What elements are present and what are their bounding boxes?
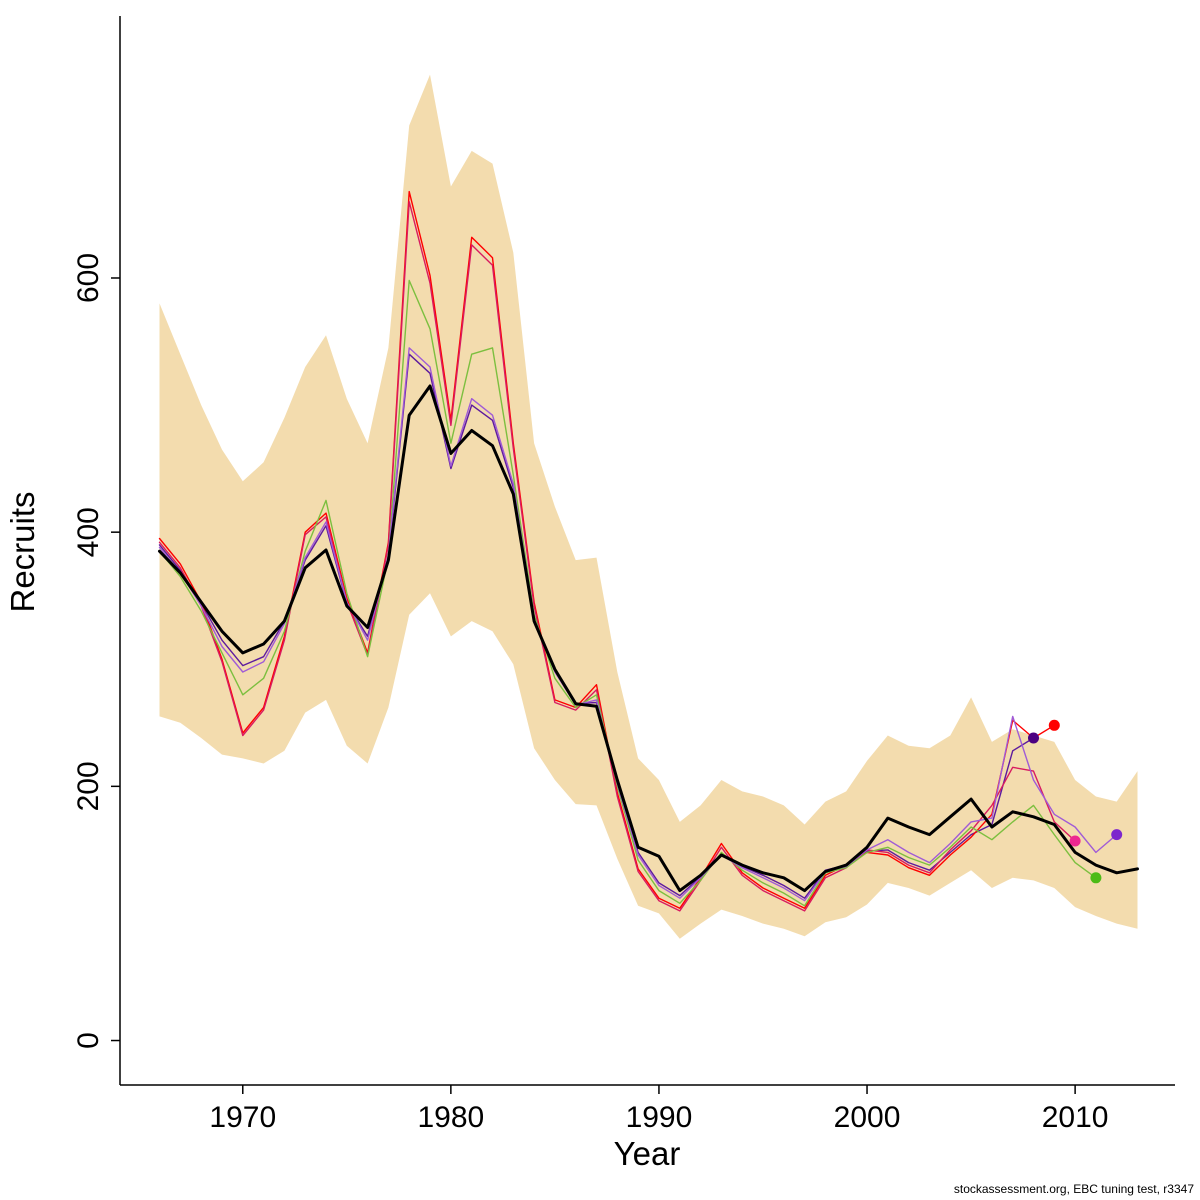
- x-axis-title: Year: [614, 1135, 681, 1172]
- x-tick-label: 1980: [417, 1101, 484, 1134]
- end-dot-retro-2008: [1028, 732, 1039, 744]
- y-tick-label: 0: [72, 1032, 105, 1049]
- series-line-estimate: [158, 384, 1139, 893]
- end-dot-retro-2012: [1111, 829, 1123, 841]
- y-tick-label: 600: [72, 253, 105, 303]
- x-tick-label: 1990: [626, 1101, 693, 1134]
- end-dot-retro-2011: [1090, 872, 1102, 884]
- retro-endpoint-dots-layer: [1028, 719, 1123, 884]
- y-tick-label: 200: [72, 761, 105, 811]
- y-tick-label: 400: [72, 507, 105, 557]
- confidence-band-area: [159, 74, 1138, 939]
- y-axis-title: Recruits: [4, 491, 41, 612]
- x-tick-label: 2000: [834, 1101, 901, 1134]
- confidence-band-layer: [159, 74, 1138, 939]
- end-dot-retro-2009: [1048, 719, 1060, 731]
- footer-credit: stockassessment.org, EBC tuning test, r3…: [953, 1182, 1194, 1196]
- series-line-retro-2011: [158, 279, 1097, 907]
- series-lines-layer: [158, 190, 1139, 912]
- end-dot-retro-2010: [1069, 835, 1081, 847]
- axes-layer: 0 200 400 600 1970 1980 1990 2000 2010: [72, 16, 1175, 1134]
- x-tick-label: 2010: [1042, 1101, 1109, 1134]
- x-tick-label: 1970: [209, 1101, 276, 1134]
- series-line-retro-2010: [158, 200, 1076, 912]
- series-line-retro-2012: [158, 347, 1118, 902]
